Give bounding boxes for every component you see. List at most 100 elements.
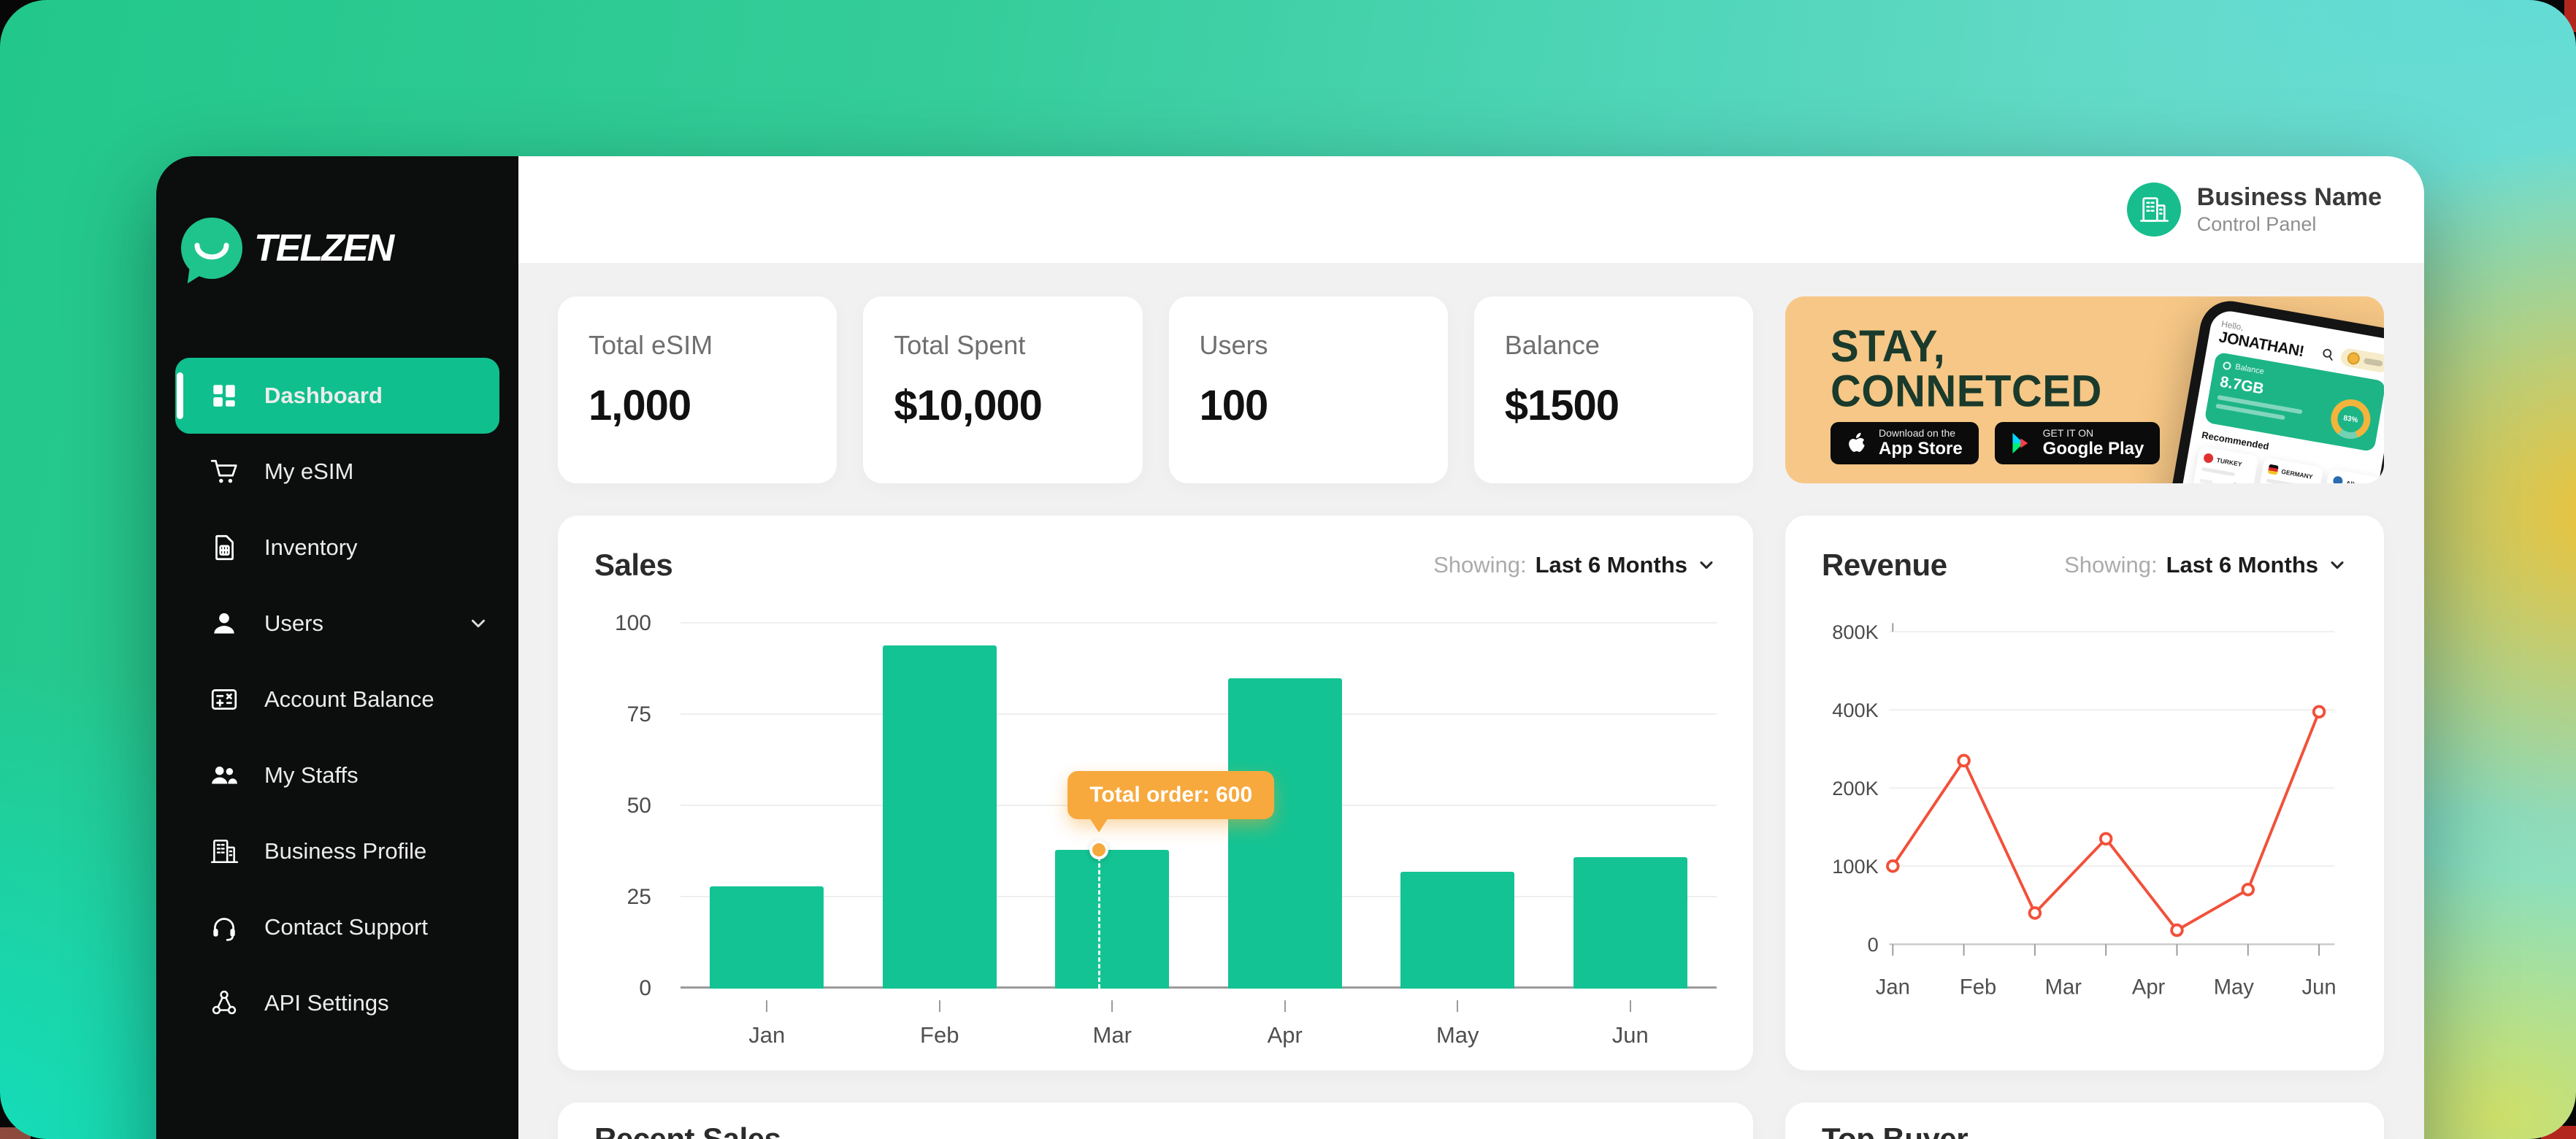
app-store-badge[interactable]: Download on the App Store: [1831, 422, 1979, 464]
revenue-xtick-may: May: [2214, 975, 2255, 999]
revenue-xtick-jan: Jan: [1876, 975, 1910, 999]
revenue-point-2[interactable]: [2028, 906, 2042, 920]
google-play-badge[interactable]: GET IT ON Google Play: [1994, 422, 2161, 464]
telzen-smile-icon: [181, 218, 242, 279]
phone-points-badge: [2339, 347, 2384, 374]
sales-xtick-jun: Jun: [1611, 1022, 1649, 1048]
revenue-line: [1891, 710, 2321, 932]
sales-bar-jan[interactable]: [710, 886, 824, 989]
coin-icon: [2346, 351, 2361, 366]
topbar: Business Name Control Panel: [518, 156, 2424, 263]
sales-xtick-jan: Jan: [748, 1022, 786, 1048]
sales-plot-area: Total order: 600: [681, 622, 1717, 989]
phone-plan-turkey: TURKEY$3.9: [2192, 445, 2259, 483]
revenue-card: Revenue Showing: Last 6 Months 0 100K 200K…: [1785, 515, 2384, 1070]
sim-icon: [209, 532, 239, 563]
chevron-down-icon: [1700, 561, 1713, 570]
turkey-flag-icon: [2203, 452, 2215, 464]
revenue-point-3[interactable]: [2098, 832, 2113, 846]
globe-icon: [2222, 361, 2232, 370]
phone-plan-germany: GERMANY$3.9: [2257, 457, 2324, 483]
sales-xtick-apr: Apr: [1267, 1022, 1303, 1048]
germany-flag-icon: [2267, 464, 2279, 475]
stat-card-total-spent: Total Spent $10,000: [863, 296, 1143, 483]
revenue-point-6[interactable]: [2312, 705, 2326, 719]
phone-mockup: Hello, JONATHAN!: [2150, 296, 2384, 483]
showing-value: Last 6 Months: [2166, 552, 2318, 578]
revenue-ytick-800K: 800K: [1832, 621, 1879, 643]
business-avatar: [2126, 183, 2181, 237]
balance-icon: [209, 684, 239, 715]
sales-bar-may[interactable]: [1400, 872, 1515, 989]
brand-name: Telzen: [254, 227, 394, 269]
revenue-ytick-100K: 100K: [1832, 855, 1879, 878]
revenue-range-select[interactable]: Showing: Last 6 Months: [2064, 552, 2347, 578]
api-icon: [209, 988, 239, 1019]
stat-card-total-esim: Total eSIM 1,000: [558, 296, 837, 483]
sales-bar-jun[interactable]: [1573, 857, 1687, 989]
revenue-point-0[interactable]: [1886, 859, 1900, 873]
promo-banner[interactable]: STAY, CONNETCED Down: [1785, 296, 2384, 483]
revenue-ytick-200K: 200K: [1832, 777, 1879, 799]
sales-x-axis: Jan Feb Mar Apr May Jun: [681, 1000, 1717, 1048]
showing-label: Showing:: [1433, 552, 1527, 578]
business-name: Business Name: [2196, 183, 2382, 211]
app-window: Telzen Dashboard My eSIM Inventory Users Acc…: [156, 156, 2424, 1139]
sales-bar-apr[interactable]: [1227, 678, 1342, 989]
revenue-title: Revenue: [1822, 548, 1947, 582]
sales-bar-feb[interactable]: [882, 645, 997, 989]
revenue-point-4[interactable]: [2170, 923, 2184, 937]
sales-ytick-100: 100: [614, 611, 651, 635]
revenue-xtick-mar: Mar: [2045, 975, 2082, 999]
sales-ytick-75: 75: [626, 702, 651, 726]
building-icon: [209, 836, 239, 867]
sidebar-item-users[interactable]: Users: [156, 586, 518, 661]
tooltip-marker: [1089, 840, 1109, 859]
business-subtitle: Control Panel: [2196, 213, 2317, 236]
sidebar-item-account-balance[interactable]: Account Balance: [156, 661, 518, 737]
revenue-xtick-apr: Apr: [2132, 975, 2166, 999]
main-panel: Business Name Control Panel Total eSIM 1,…: [518, 156, 2424, 1139]
cart-icon: [209, 456, 239, 487]
sales-bar-chart: 0 25 50 75 100 Total order: 600 Jan Feb Mar Apr…: [594, 611, 1717, 1048]
sidebar-menu: Dashboard My eSIM Inventory Users Account Ba…: [156, 358, 518, 1041]
sales-title: Sales: [594, 548, 673, 582]
stat-card-balance: Balance $1500: [1473, 296, 1753, 483]
sales-xtick-mar: Mar: [1092, 1022, 1132, 1048]
sales-ytick-0: 0: [639, 976, 651, 1000]
sales-range-select[interactable]: Showing: Last 6 Months: [1433, 552, 1717, 578]
sidebar-item-my-esim[interactable]: My eSIM: [156, 434, 518, 510]
phone-plan-albania: Albania: [2321, 468, 2384, 483]
sidebar-item-api-settings[interactable]: API Settings: [156, 965, 518, 1041]
google-play-icon: [2011, 432, 2033, 454]
showing-label: Showing:: [2064, 552, 2158, 578]
sales-ytick-50: 50: [626, 794, 651, 818]
sidebar-item-dashboard[interactable]: Dashboard: [175, 358, 499, 434]
revenue-line-chart: 0 100K 200K 400K 800K Jan Feb Mar Apr May Jun: [1832, 621, 2336, 999]
sales-xtick-may: May: [1435, 1022, 1479, 1048]
brand-logo: Telzen: [156, 215, 518, 282]
sidebar-item-contact-support[interactable]: Contact Support: [156, 889, 518, 965]
recent-sales-title: Recent Sales: [594, 1121, 781, 1139]
sales-ytick-25: 25: [626, 885, 651, 909]
sidebar-item-business-profile[interactable]: Business Profile: [156, 813, 518, 889]
sales-bar-mar[interactable]: [1055, 850, 1170, 989]
chevron-down-icon: [2331, 561, 2344, 570]
recent-sales-card: Recent Sales: [558, 1102, 1753, 1139]
revenue-point-1[interactable]: [1957, 753, 1971, 768]
sales-xtick-feb: Feb: [920, 1022, 959, 1048]
dashboard-icon: [209, 380, 239, 411]
sidebar-item-inventory[interactable]: Inventory: [156, 510, 518, 586]
sales-y-axis: 0 25 50 75 100: [594, 611, 664, 1000]
revenue-ytick-0: 0: [1868, 933, 1879, 956]
banner-title: STAY, CONNETCED: [1831, 321, 2102, 417]
headset-icon: [209, 912, 239, 943]
top-buyer-card: Top Buyer: [1785, 1102, 2384, 1139]
sidebar-item-my-staffs[interactable]: My Staffs: [156, 737, 518, 813]
business-account-button[interactable]: Business Name Control Panel: [2126, 182, 2382, 237]
albania-flag-icon: [2332, 475, 2344, 483]
sales-card: Sales Showing: Last 6 Months 0 25 50 75 100 …: [558, 515, 1753, 1070]
revenue-point-5[interactable]: [2241, 883, 2255, 897]
sidebar: Telzen Dashboard My eSIM Inventory Users Acc…: [156, 156, 518, 1139]
